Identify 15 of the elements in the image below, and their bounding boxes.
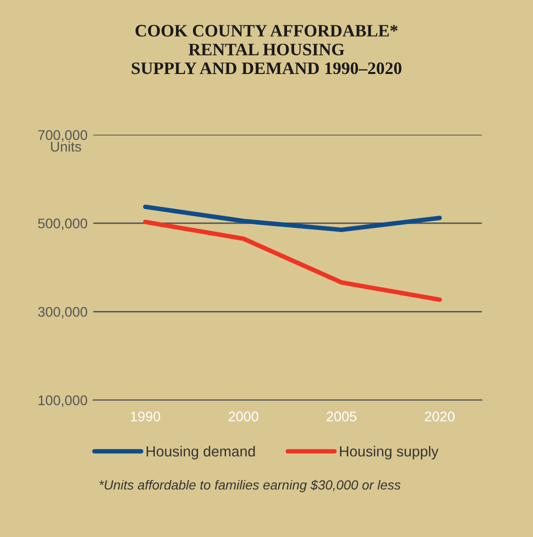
x-tick-label: 1990 (130, 412, 160, 422)
line-series (143, 204, 442, 232)
legend-label: Housing demand (146, 446, 255, 460)
y-tick-label: 100,000 (38, 395, 88, 407)
y-axis-title: Units (51, 141, 82, 152)
chart-title: COOK COUNTY AFFORDABLE* RENTAL HOUSING SUPPLY AND DEMAND 1990–2020 (132, 24, 402, 74)
x-tick-label: 2020 (424, 412, 455, 422)
line-series (143, 220, 442, 302)
y-tick-label: 500,000 (38, 218, 88, 230)
y-tick-label: 300,000 (38, 306, 88, 318)
x-tick-label: 2000 (228, 412, 258, 422)
text: *Units affordable to families earning $30,000 or less (99, 480, 401, 492)
legend-label: Housing supply (340, 446, 439, 460)
x-tick-label: 2005 (326, 412, 356, 422)
y-tick-label: 700,000 (38, 130, 88, 142)
